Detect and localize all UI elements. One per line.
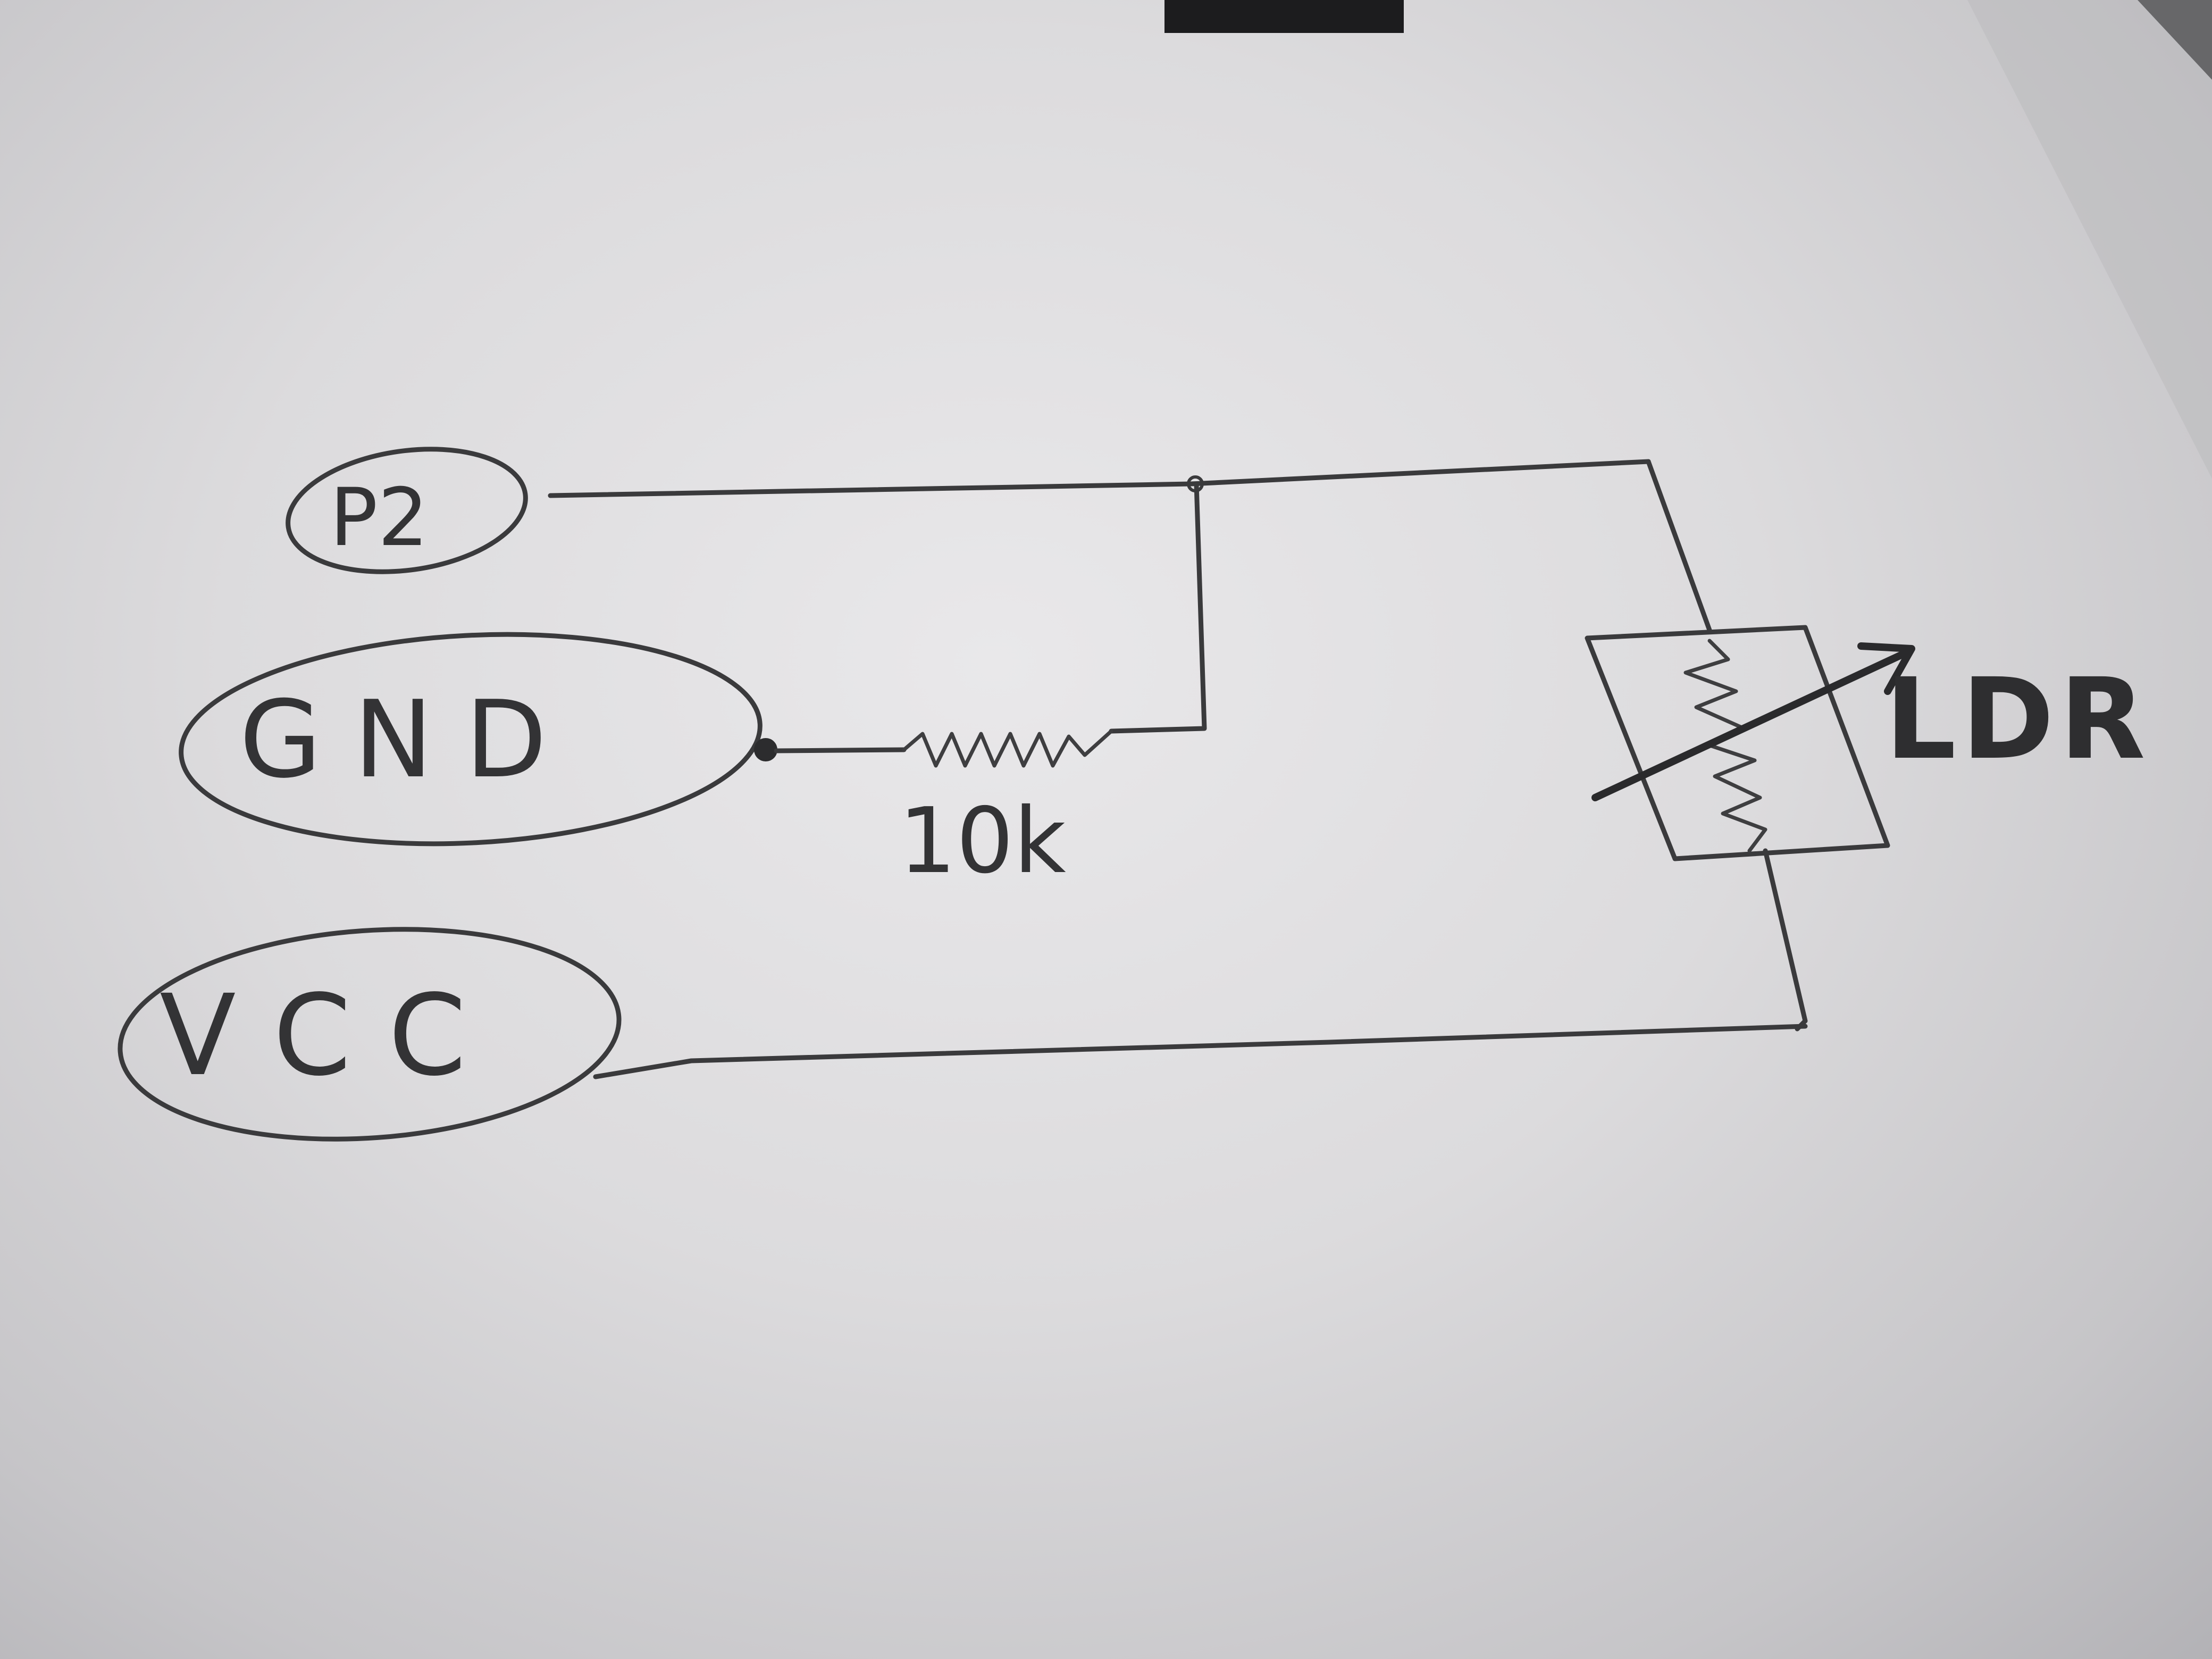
terminal-vcc: VCC xyxy=(118,927,622,1142)
wire-ldr-to-bottom xyxy=(1763,848,1808,1032)
vcc-circle xyxy=(118,927,622,1142)
gnd-circle xyxy=(179,632,763,847)
vcc-label: VCC xyxy=(160,970,504,1101)
wire-junction-down xyxy=(1109,481,1207,734)
dark-object-top xyxy=(1164,0,1404,33)
resistor-10k: 10k xyxy=(899,729,1113,894)
resistor-zigzag xyxy=(902,729,1113,768)
gnd-node-dot xyxy=(754,738,777,761)
wire-bottom-vcc xyxy=(593,1024,1808,1079)
ldr-arrow-line xyxy=(1591,648,1913,801)
wire-p2-top xyxy=(548,459,1651,498)
dark-object-corner xyxy=(2138,0,2212,80)
wire-top-to-ldr xyxy=(1646,459,1712,633)
wire-gnd-resistor xyxy=(774,747,907,753)
gnd-label: GND xyxy=(239,678,579,802)
terminal-gnd: GND xyxy=(179,632,777,847)
ldr-component: LDR xyxy=(1585,625,2151,861)
junction-node xyxy=(1187,475,1204,492)
p2-label: P2 xyxy=(330,472,429,564)
paper-edge-shadow xyxy=(1967,0,2212,479)
terminal-p2: P2 xyxy=(286,447,528,574)
ldr-arrow-head xyxy=(1857,642,1915,695)
p2-circle xyxy=(286,447,528,574)
resistor-value-label: 10k xyxy=(899,789,1066,894)
ldr-zigzag xyxy=(1683,639,1767,853)
ldr-box xyxy=(1585,625,1890,861)
ldr-label: LDR xyxy=(1885,654,2151,784)
